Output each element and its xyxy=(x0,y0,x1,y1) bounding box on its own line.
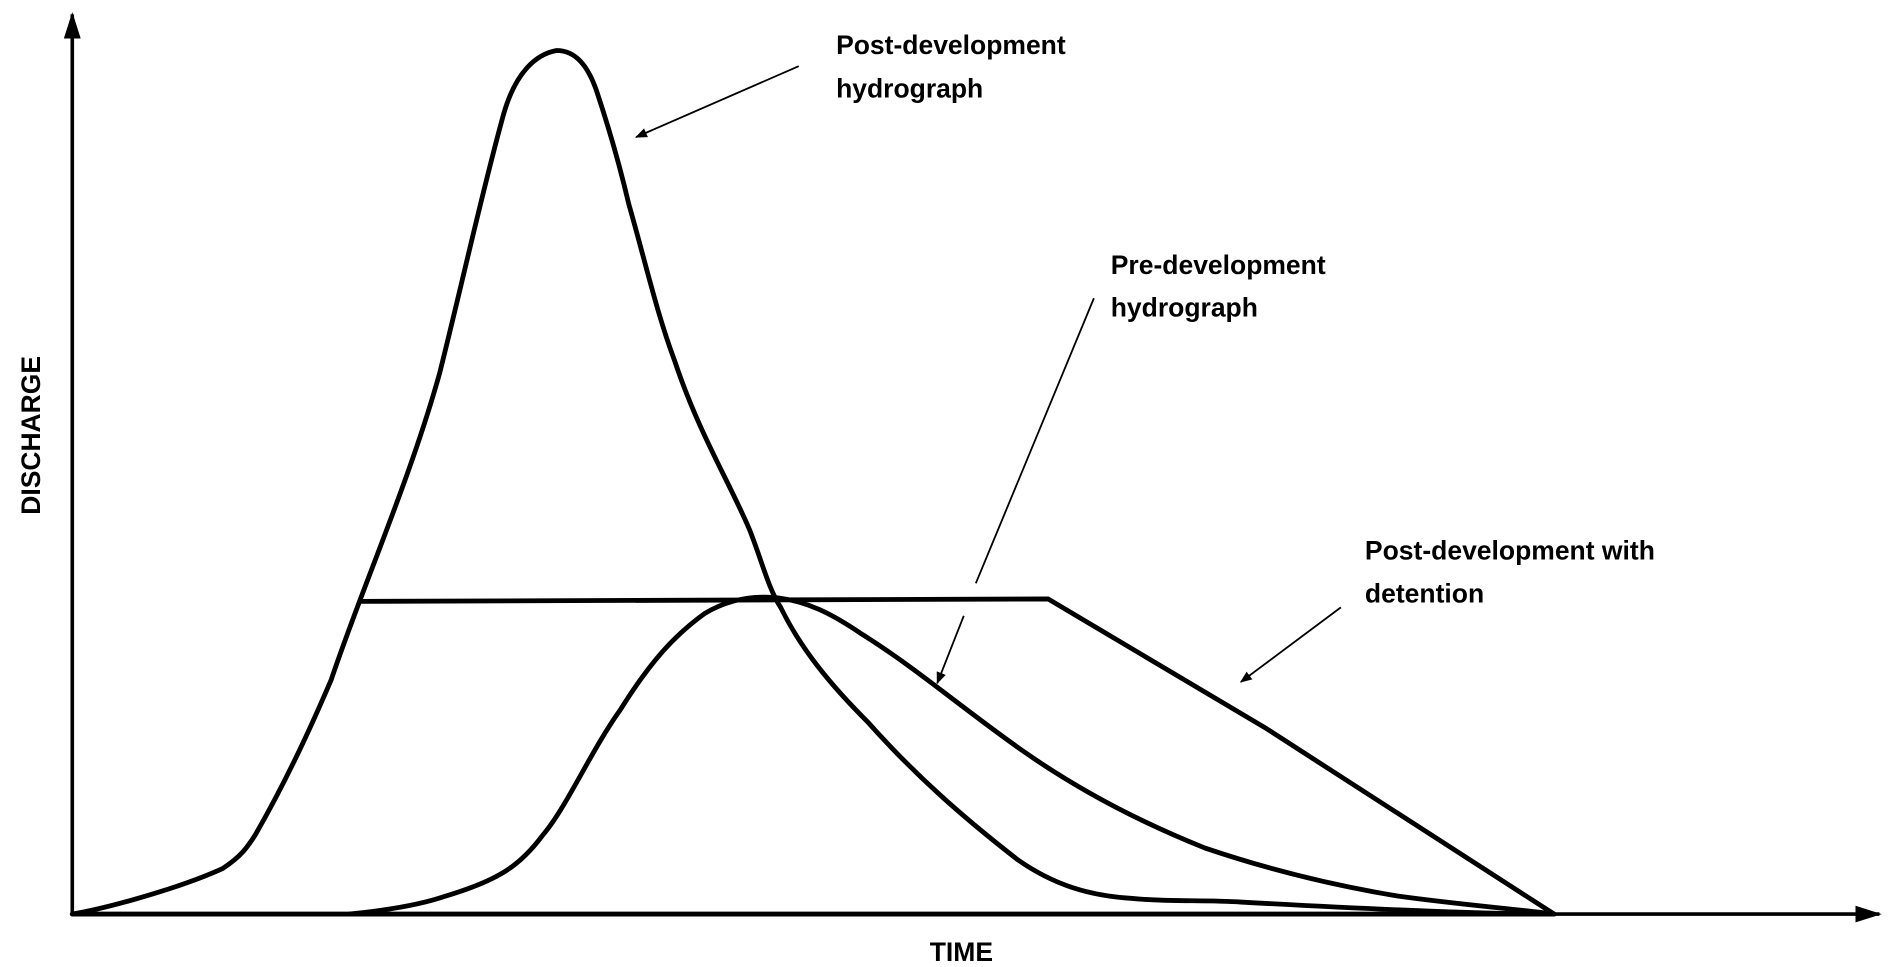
annotation-line: hydrograph xyxy=(1111,292,1258,322)
leader-arrow xyxy=(936,615,965,685)
x-axis-label: TIME xyxy=(930,937,993,967)
leader-arrow xyxy=(1239,606,1342,683)
annotation-line: hydrograph xyxy=(836,73,983,103)
detention-curve xyxy=(359,596,1557,917)
annotation-line: Post-development xyxy=(836,30,1066,60)
annotation-line: Post-development with xyxy=(1365,535,1655,565)
leader-arrow xyxy=(634,65,800,138)
y-axis-label: DISCHARGE xyxy=(16,356,46,515)
post-development-curve xyxy=(69,48,1557,917)
leader-line xyxy=(974,297,1095,584)
annotation-line: detention xyxy=(1365,579,1484,609)
annotation-line: Pre-development xyxy=(1111,250,1326,280)
pre-development-curve xyxy=(346,594,1557,917)
